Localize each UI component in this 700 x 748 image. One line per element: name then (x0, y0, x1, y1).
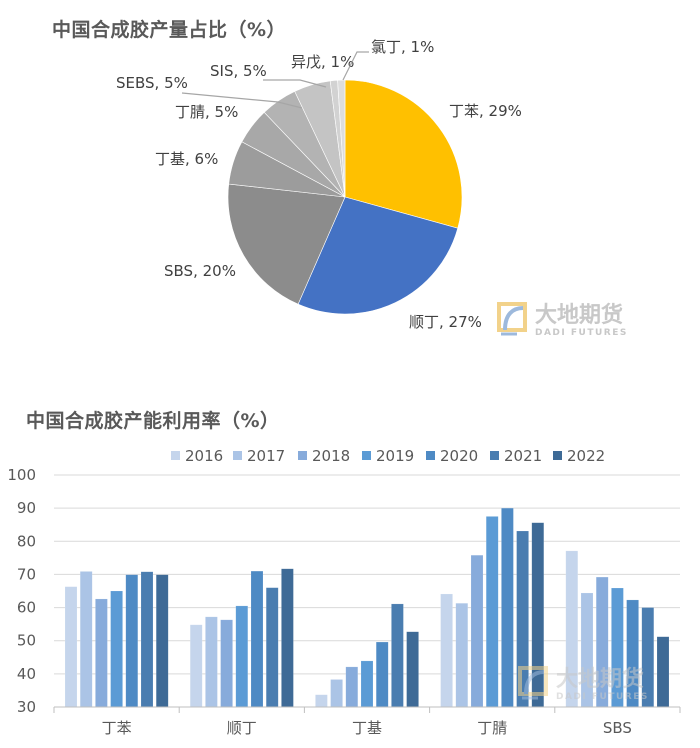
bar-丁苯-2022 (155, 574, 169, 708)
bar-丁腈-2017 (455, 603, 469, 708)
y-tick-label: 50 (17, 632, 36, 650)
bar-丁苯-2018 (95, 598, 108, 708)
pie-label-丁基: 丁基, 6% (155, 150, 218, 168)
bar-series (64, 507, 670, 708)
legend-label-2016: 2016 (185, 447, 223, 465)
logo-frame-icon (518, 666, 548, 696)
pie-label-SIS: SIS, 5% (210, 62, 267, 80)
y-tick-label: 100 (7, 466, 36, 484)
bar-丁腈-2019 (485, 516, 499, 708)
bar-chart-title: 中国合成胶产能利用率（%） (26, 410, 280, 432)
legend-swatch-icon (298, 451, 307, 460)
bar-丁腈-2018 (470, 554, 484, 708)
bar-顺丁-2020 (250, 570, 264, 708)
y-tick-label: 40 (17, 665, 36, 683)
bar-x-axis: 丁苯 顺丁 丁基 丁腈 SBS (53, 706, 681, 737)
legend-swatch-icon (426, 451, 435, 460)
pie-label-顺丁: 顺丁, 27% (409, 313, 482, 331)
x-category-label: SBS (603, 719, 632, 737)
bar-丁基-2018 (345, 666, 359, 708)
x-category-label: 顺丁 (227, 719, 257, 737)
legend-label-2021: 2021 (504, 447, 542, 465)
y-tick-label: 30 (17, 698, 36, 716)
legend-swatch-icon (171, 451, 180, 460)
bar-丁苯-2019 (110, 590, 123, 708)
bar-顺丁-2018 (220, 619, 233, 708)
bar-顺丁-2016 (189, 624, 203, 708)
bar-y-axis: 30 40 50 60 70 80 90 100 (7, 466, 36, 716)
watermark-en: DADI FUTURES (535, 328, 628, 338)
legend-label-2022: 2022 (567, 447, 605, 465)
bar-丁基-2019 (360, 660, 374, 708)
bar-丁苯-2021 (140, 571, 154, 708)
pie-label-氯丁: 氯丁, 1% (371, 38, 434, 56)
bar-丁基-2022 (406, 631, 419, 708)
x-category-label: 丁基 (352, 719, 382, 737)
y-tick-label: 70 (17, 565, 36, 583)
pie-label-SBS: SBS, 20% (164, 262, 236, 280)
y-tick-label: 80 (17, 532, 36, 550)
x-category-label: 丁苯 (102, 719, 132, 737)
legend-label-2020: 2020 (440, 447, 478, 465)
pie-slice-SBS (227, 183, 346, 305)
leader-line (342, 51, 369, 81)
y-tick-label: 60 (17, 599, 36, 617)
pie-label-丁苯: 丁苯, 29% (449, 102, 522, 120)
pie-label-丁腈: 丁腈, 5% (175, 103, 238, 121)
pie-label-异戊: 异戊, 1% (291, 53, 354, 71)
logo-frame-icon (497, 302, 527, 332)
watermark-en: DADI FUTURES (556, 692, 649, 702)
leader-line (263, 79, 327, 88)
legend-label-2019: 2019 (376, 447, 414, 465)
pie-label-SEBS: SEBS, 5% (116, 74, 188, 92)
bar-丁苯-2017 (79, 571, 93, 708)
watermark-cn: 大地期货 (535, 302, 623, 328)
bar-顺丁-2022 (281, 568, 294, 708)
pie-chart-title: 中国合成胶产量占比（%） (52, 19, 287, 41)
bar-丁腈-2016 (440, 593, 453, 708)
leader-line (181, 92, 303, 109)
bar-顺丁-2017 (205, 616, 218, 708)
bar-丁基-2016 (315, 694, 328, 708)
legend-swatch-icon (233, 451, 242, 460)
legend-swatch-icon (553, 451, 562, 460)
pie-chart (227, 79, 463, 315)
pie-slice-顺丁 (297, 196, 459, 315)
watermark-cn: 大地期货 (556, 666, 644, 692)
bar-丁苯-2020 (125, 574, 139, 708)
pie-labels: 丁苯, 29% 顺丁, 27% SBS, 20% 丁基, 6% 丁腈, 5% SEBS, … (116, 38, 522, 331)
bar-丁腈-2020 (501, 507, 514, 708)
bar-顺丁-2021 (265, 587, 279, 708)
bar-丁基-2021 (391, 603, 404, 708)
x-category-label: 丁腈 (477, 719, 507, 737)
legend-swatch-icon (362, 451, 371, 460)
bar-顺丁-2019 (235, 605, 249, 708)
bar-丁基-2017 (330, 679, 343, 708)
bar-legend: 2016 2017 2018 2019 2020 2021 2022 (171, 447, 605, 465)
y-tick-label: 90 (17, 499, 36, 517)
pie-slice-氯丁 (337, 79, 346, 198)
legend-swatch-icon (490, 451, 499, 460)
legend-label-2018: 2018 (312, 447, 350, 465)
legend-label-2017: 2017 (247, 447, 285, 465)
bar-丁腈-2022 (531, 522, 545, 708)
bar-丁苯-2016 (64, 586, 78, 708)
bar-丁基-2020 (375, 641, 389, 708)
bar-SBS-2022 (656, 636, 670, 708)
pie-slice-丁苯 (344, 79, 463, 229)
